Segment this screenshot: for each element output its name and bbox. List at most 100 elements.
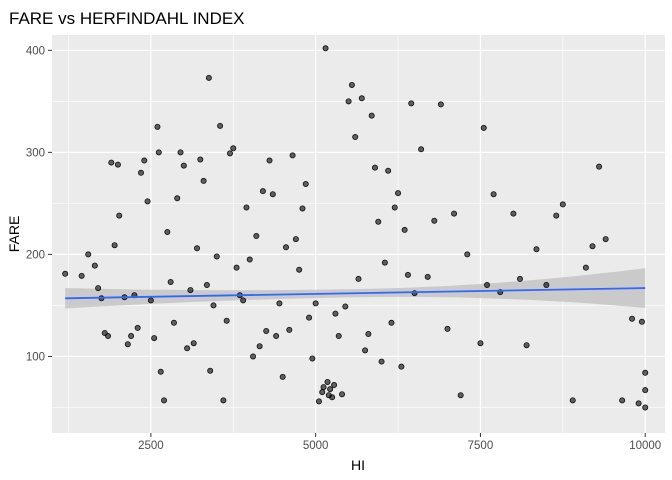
data-point — [269, 191, 276, 198]
data-point — [144, 198, 151, 205]
data-point — [335, 333, 342, 340]
gridlines — [52, 35, 665, 433]
data-point — [642, 404, 649, 411]
data-point — [155, 149, 162, 156]
data-point — [250, 353, 257, 360]
y-axis: 100 200 300 400 — [26, 45, 52, 363]
data-point — [114, 161, 121, 168]
data-point — [490, 191, 497, 198]
data-point — [230, 145, 237, 152]
data-point — [157, 368, 164, 375]
data-point — [569, 397, 576, 404]
data-point — [331, 382, 338, 389]
data-point — [388, 319, 395, 326]
data-point — [457, 392, 464, 399]
data-point — [543, 282, 550, 289]
data-point — [418, 146, 425, 153]
data-point — [299, 205, 306, 212]
data-point — [355, 275, 362, 282]
data-point — [516, 275, 523, 282]
data-point — [263, 327, 270, 334]
data-point — [289, 152, 296, 159]
data-point — [164, 228, 171, 235]
data-point — [78, 272, 85, 279]
data-point — [444, 325, 451, 332]
data-point — [523, 342, 530, 349]
data-point — [151, 335, 158, 342]
data-point — [197, 156, 204, 163]
data-point — [141, 157, 148, 164]
data-point — [408, 100, 415, 107]
data-point — [205, 74, 212, 81]
data-point — [128, 333, 135, 340]
x-tick-label: 5000 — [303, 440, 329, 452]
data-point — [161, 397, 168, 404]
data-point — [194, 245, 201, 252]
data-point — [200, 177, 207, 184]
data-point — [91, 262, 98, 269]
data-point — [220, 397, 227, 404]
data-point — [602, 236, 609, 243]
data-point — [424, 273, 431, 280]
data-point — [62, 270, 69, 277]
data-point — [174, 195, 181, 202]
data-point — [105, 333, 112, 340]
data-point — [619, 397, 626, 404]
data-point — [365, 331, 372, 338]
data-point — [147, 297, 154, 304]
data-point — [190, 340, 197, 347]
y-tick-label: 300 — [26, 147, 45, 159]
data-point — [207, 367, 214, 374]
data-point — [352, 134, 359, 141]
data-point — [398, 363, 405, 370]
data-point — [167, 278, 174, 285]
data-point — [312, 300, 319, 307]
y-axis-title: FARE — [6, 216, 22, 253]
data-point — [480, 124, 487, 131]
x-axis: 2500 5000 7500 10000 — [138, 433, 661, 452]
confidence-band-layer — [65, 268, 646, 309]
data-point — [378, 358, 385, 365]
data-point — [276, 300, 283, 307]
data-point — [279, 373, 286, 380]
data-point — [642, 387, 649, 394]
data-point — [371, 164, 378, 171]
confidence-band — [65, 268, 646, 309]
data-point — [451, 210, 458, 217]
data-point — [180, 162, 187, 169]
trend-line — [65, 287, 646, 300]
data-point — [253, 233, 260, 240]
data-point — [223, 317, 230, 324]
data-point — [95, 285, 102, 292]
data-point — [170, 319, 177, 326]
data-point — [484, 282, 491, 289]
data-point — [362, 347, 369, 354]
data-point — [319, 389, 326, 396]
x-tick-label: 7500 — [468, 440, 494, 452]
data-point — [324, 378, 331, 385]
data-point — [266, 157, 273, 164]
data-point — [404, 271, 411, 278]
data-point — [315, 398, 322, 405]
data-point — [85, 251, 92, 258]
data-point — [213, 253, 220, 260]
data-point — [302, 180, 309, 187]
data-point — [116, 212, 123, 219]
data-point — [345, 98, 352, 105]
data-point — [381, 259, 388, 266]
data-point — [177, 149, 184, 156]
data-point — [329, 394, 336, 401]
data-point — [309, 355, 316, 362]
data-point — [320, 384, 327, 391]
data-point — [642, 369, 649, 376]
data-point — [358, 95, 365, 102]
data-point — [368, 112, 375, 119]
y-tick-label: 100 — [26, 351, 45, 363]
data-point — [559, 201, 566, 208]
data-point — [282, 244, 289, 251]
data-point — [332, 310, 339, 317]
data-point — [348, 82, 355, 89]
data-point — [108, 159, 115, 166]
x-axis-title: HI — [351, 457, 365, 473]
x-tick-label: 10000 — [629, 440, 661, 452]
